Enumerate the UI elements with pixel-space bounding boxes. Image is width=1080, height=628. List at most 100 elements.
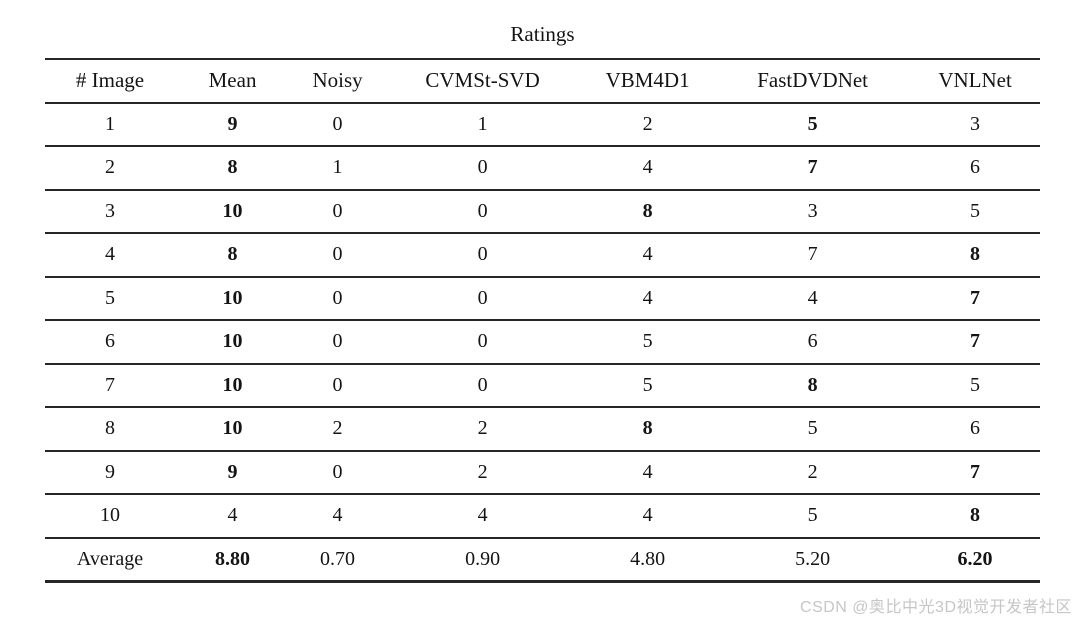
table-cell: 10 — [175, 275, 291, 320]
table-cell: 5.20 — [715, 536, 911, 582]
row-label: 8 — [45, 406, 176, 451]
table-cell: 0 — [290, 275, 386, 320]
row-label: 5 — [45, 275, 176, 320]
table-cell: 6 — [910, 145, 1040, 190]
table-cell: 5 — [910, 188, 1040, 233]
table-cell: 8 — [175, 232, 291, 277]
column-header-vnlnet: VNLNet — [938, 68, 1012, 93]
table-cell: 0.90 — [385, 536, 581, 582]
table-cell: 4.80 — [580, 536, 716, 582]
table-cell: 0.70 — [290, 536, 386, 582]
table-row: 10 4 4 4 4 5 8 — [45, 493, 1040, 538]
table-cell: 4 — [580, 145, 716, 190]
column-header-noisy: Noisy — [312, 68, 363, 93]
table-cell: 0 — [290, 232, 386, 277]
row-label: 2 — [45, 145, 176, 190]
table-cell: 6.20 — [910, 536, 1040, 582]
table-cell: 9 — [175, 101, 291, 146]
table-cell: 0 — [290, 188, 386, 233]
table-cell: 5 — [580, 319, 716, 364]
table-cell: 5 — [715, 493, 911, 538]
row-label: 1 — [45, 101, 176, 146]
table-cell: 4 — [385, 493, 581, 538]
table-cell: 4 — [580, 232, 716, 277]
row-label: 6 — [45, 319, 176, 364]
table-cell: 2 — [580, 101, 716, 146]
table-row: 5 10 0 0 4 4 7 — [45, 275, 1040, 320]
table-title: Ratings — [510, 22, 575, 46]
table-cell: 7 — [910, 319, 1040, 364]
table-cell: 2 — [715, 449, 911, 494]
table-cell: 3 — [910, 101, 1040, 146]
table-cell: 2 — [385, 449, 581, 494]
table-cell: 10 — [175, 406, 291, 451]
table-cell: 2 — [290, 406, 386, 451]
table-cell: 7 — [715, 232, 911, 277]
column-header-mean: Mean — [208, 68, 257, 93]
table-cell: 8 — [910, 493, 1040, 538]
table-cell: 7 — [715, 145, 911, 190]
row-label: 4 — [45, 232, 176, 277]
table-cell: 0 — [290, 449, 386, 494]
table-cell: 6 — [715, 319, 911, 364]
table-cell: 0 — [385, 319, 581, 364]
table-cell: 0 — [385, 232, 581, 277]
column-header-image: # Image — [75, 68, 145, 93]
header-row: # Image Mean Noisy CVMSt-SVD VBM4D1 Fast… — [45, 59, 1040, 103]
table-cell: 8 — [580, 406, 716, 451]
table-cell: 5 — [580, 362, 716, 407]
table-cell: 1 — [290, 145, 386, 190]
table-cell: 10 — [175, 188, 291, 233]
table-cell: 4 — [580, 275, 716, 320]
table-cell: 4 — [290, 493, 386, 538]
table-cell: 0 — [290, 362, 386, 407]
table-cell: 8 — [175, 145, 291, 190]
table-cell: 5 — [715, 406, 911, 451]
table-cell: 6 — [910, 406, 1040, 451]
table-cell: 2 — [385, 406, 581, 451]
table-cell: 7 — [910, 449, 1040, 494]
row-label: 10 — [45, 493, 176, 538]
table-cell: 4 — [580, 449, 716, 494]
table-cell: 0 — [385, 188, 581, 233]
table-cell: 8 — [910, 232, 1040, 277]
table-cell: 4 — [580, 493, 716, 538]
row-label: 3 — [45, 188, 176, 233]
table-row: 3 10 0 0 8 3 5 — [45, 188, 1040, 233]
table-cell: 0 — [385, 275, 581, 320]
average-row-label: Average — [45, 536, 176, 582]
table-row: 7 10 0 0 5 8 5 — [45, 362, 1040, 407]
ratings-table: # Image Mean Noisy CVMSt-SVD VBM4D1 Fast… — [45, 58, 1040, 583]
ratings-table-area: Ratings # Image Mean Noisy CVMSt-SVD VBM… — [45, 0, 1040, 583]
table-cell: 5 — [910, 362, 1040, 407]
table-cell: 4 — [175, 493, 291, 538]
row-label: 7 — [45, 362, 176, 407]
table-cell: 0 — [290, 319, 386, 364]
column-header-vbm4d1: VBM4D1 — [605, 68, 690, 93]
watermark: CSDN @奥比中光3D视觉开发者社区 — [800, 599, 1072, 616]
table-cell: 1 — [385, 101, 581, 146]
table-cell: 8 — [580, 188, 716, 233]
table-cell: 5 — [715, 101, 911, 146]
table-cell: 3 — [715, 188, 911, 233]
table-cell: 8.80 — [175, 536, 291, 582]
column-header-fastdvdnet: FastDVDNet — [757, 68, 869, 93]
table-cell: 0 — [290, 101, 386, 146]
table-cell: 4 — [715, 275, 911, 320]
table-cell: 8 — [715, 362, 911, 407]
table-row: 8 10 2 2 8 5 6 — [45, 406, 1040, 451]
table-cell: 0 — [385, 145, 581, 190]
table-row: 6 10 0 0 5 6 7 — [45, 319, 1040, 364]
table-cell: 10 — [175, 362, 291, 407]
table-cell: 9 — [175, 449, 291, 494]
column-header-cvmst-svd: CVMSt-SVD — [425, 68, 540, 93]
table-cell: 10 — [175, 319, 291, 364]
average-row: Average 8.80 0.70 0.90 4.80 5.20 6.20 — [45, 536, 1040, 582]
row-label: 9 — [45, 449, 176, 494]
table-cell: 7 — [910, 275, 1040, 320]
